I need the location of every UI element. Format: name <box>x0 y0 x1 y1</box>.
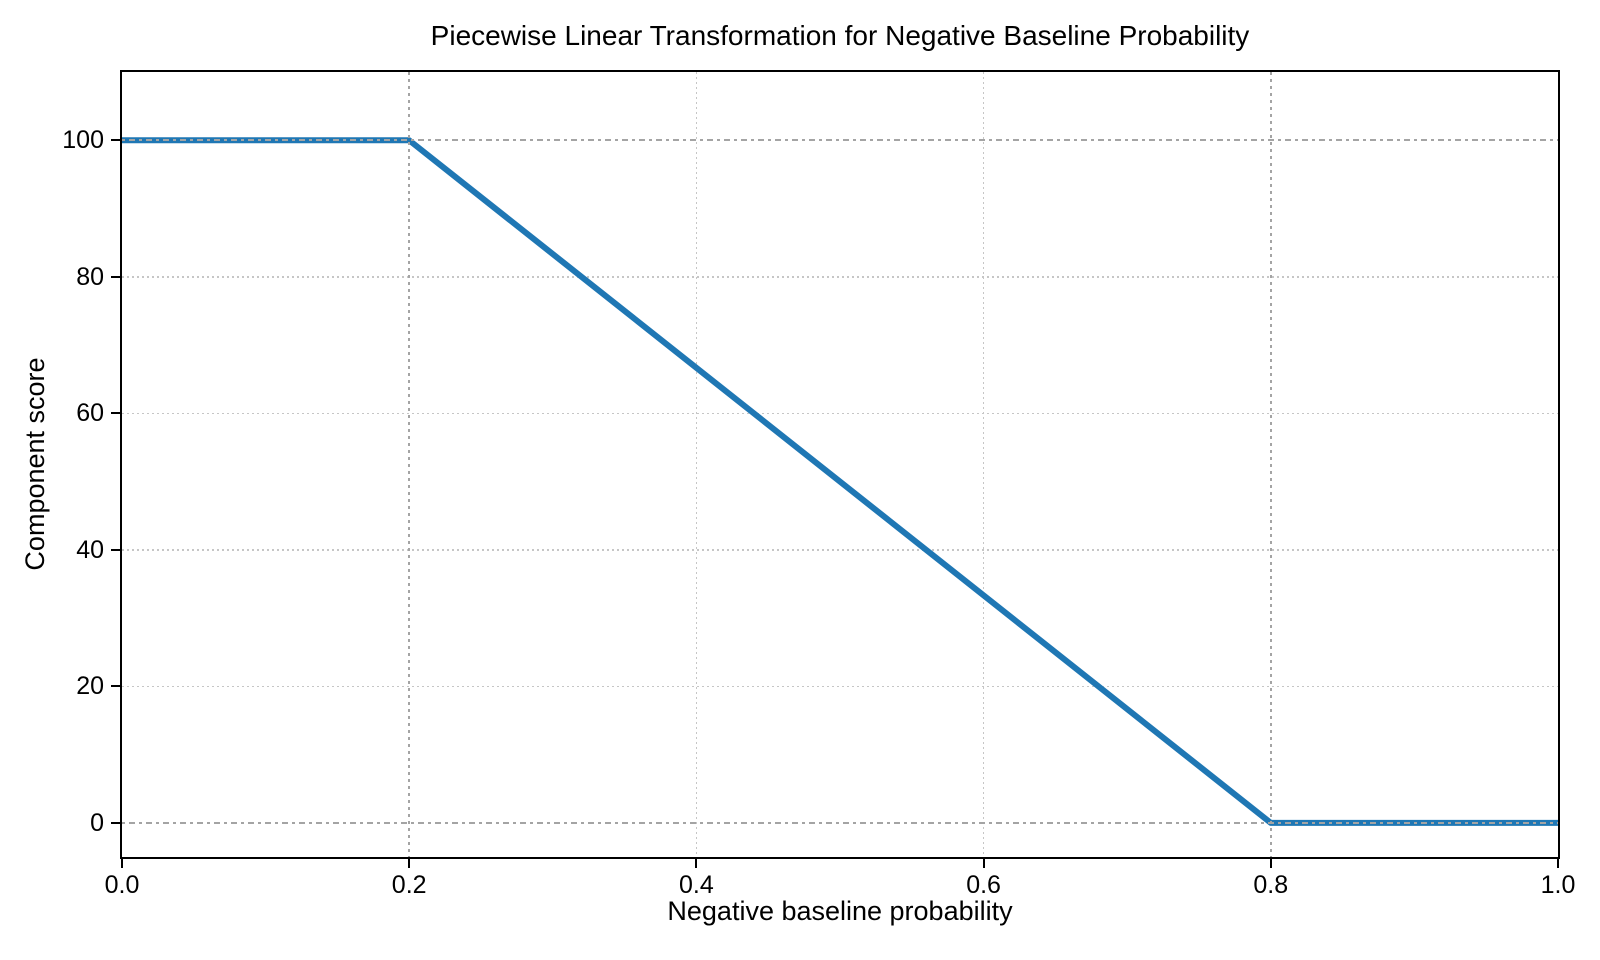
y-tick-label: 0 <box>90 808 104 837</box>
x-tick-mark <box>1269 859 1272 868</box>
y-tick-label: 100 <box>62 126 104 155</box>
gridline-vertical <box>982 72 985 857</box>
reference-line-vertical <box>408 72 411 857</box>
y-tick-label: 60 <box>76 399 104 428</box>
gridline-horizontal <box>122 275 1558 278</box>
x-tick-label: 0.8 <box>1253 871 1289 899</box>
x-tick-label: 0.0 <box>104 871 140 899</box>
y-tick-mark <box>111 412 120 415</box>
reference-line-vertical <box>1269 72 1272 857</box>
x-tick-mark <box>695 859 698 868</box>
plot-inner <box>122 72 1558 857</box>
y-tick-mark <box>111 821 120 824</box>
x-tick-mark <box>1557 859 1559 868</box>
y-tick-mark <box>111 685 120 688</box>
x-tick-label: 0.2 <box>391 871 427 899</box>
chart-title: Piecewise Linear Transformation for Nega… <box>430 20 1250 51</box>
x-axis-label: Negative baseline probability <box>667 896 1013 926</box>
x-tick-mark <box>408 859 411 868</box>
reference-lines-layer <box>122 72 1558 857</box>
y-tick-mark <box>111 139 120 142</box>
y-tick-label: 80 <box>76 262 104 291</box>
y-tick-mark <box>111 548 120 551</box>
grid-layer <box>122 72 1558 857</box>
y-tick-label: 40 <box>76 535 104 564</box>
reference-line-horizontal <box>122 139 1558 142</box>
x-tick-label: 0.4 <box>679 871 714 899</box>
gridline-vertical <box>695 72 698 857</box>
y-tick-mark <box>111 275 120 278</box>
gridline-horizontal <box>122 412 1558 415</box>
x-tick-mark <box>121 859 123 868</box>
gridline-horizontal <box>122 549 1558 551</box>
x-tick-label: 0.6 <box>966 871 1001 899</box>
y-tick-label: 20 <box>76 672 104 701</box>
gridline-horizontal <box>122 685 1558 688</box>
x-tick-label: 1.0 <box>1540 871 1576 899</box>
reference-line-horizontal <box>122 821 1558 824</box>
x-tick-mark <box>982 859 985 868</box>
